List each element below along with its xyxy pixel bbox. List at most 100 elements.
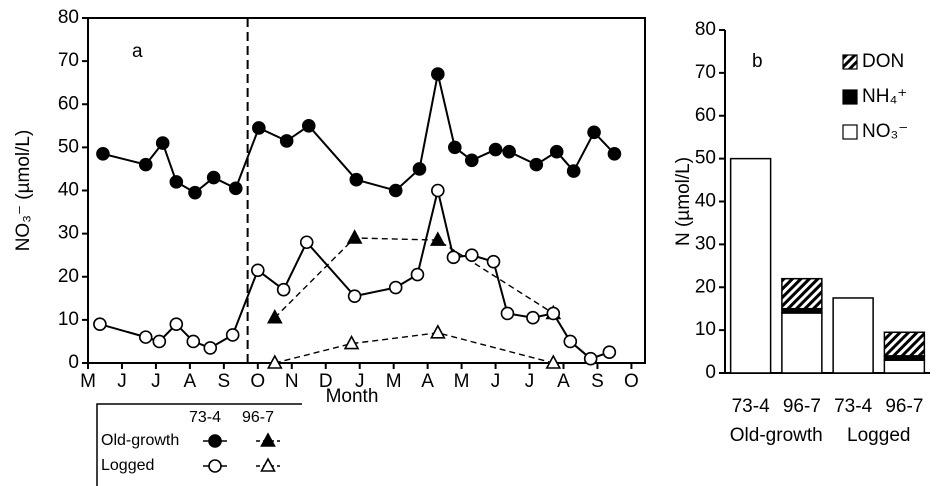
y-axis-label: N (µmol/L) [673,157,694,246]
data-point [276,282,291,297]
series-line [274,237,554,319]
bar-segment [832,297,874,374]
data-point [343,334,360,350]
legend-frame [96,403,302,486]
legend-column: 96-7 [242,409,274,426]
y-axis-label: NO₃⁻ (µmol/L) [13,130,34,252]
legend-label: DON [862,51,904,72]
y-tick-label: 40 [58,180,79,201]
data-point [502,144,516,159]
data-point [169,175,184,189]
y-tick-label: 40 [695,191,716,212]
data-point [529,157,544,172]
data-point [545,354,562,369]
bar-segment [781,312,823,374]
data-point [346,229,363,244]
data-point [138,157,153,172]
bar-segment [883,359,926,374]
data-point [186,334,201,349]
y-tick-label: 60 [695,105,716,126]
data-point [583,351,598,366]
data-point [388,280,403,295]
data-point [429,324,446,339]
series-line [99,190,610,360]
x-axis-label: Month [326,386,379,407]
data-point [155,136,170,150]
data-point [203,341,218,355]
x-tick-label: S [591,371,604,392]
legend-label: NO₃⁻ [862,121,908,142]
data-point [266,354,283,369]
bar-segment [729,157,772,374]
bar-segment [781,277,823,310]
data-point [228,181,243,196]
data-point [410,267,425,282]
legend-marker [208,459,222,473]
y-tick-label: 80 [695,19,716,40]
bar-segment [883,331,926,357]
panel-label: a [132,41,143,62]
data-point [266,309,283,324]
legend-swatch [842,124,858,140]
legend-marker [208,434,222,448]
data-point [388,183,403,198]
legend-label: NH₄⁺ [862,86,907,107]
data-point [349,172,364,187]
y-tick-label: 50 [695,148,716,169]
plot-frame [87,17,646,364]
x-tick-label: M [386,371,402,392]
x-tick-label: A [557,371,570,392]
data-point [412,162,427,176]
x-tick-label: J [525,371,535,392]
data-point [138,330,153,344]
data-point [431,183,445,198]
y-tick-label: 60 [58,93,79,114]
data-point [225,328,240,342]
data-point [488,142,503,157]
data-point [251,263,265,278]
y-tick-label: 10 [58,309,79,330]
y-tick-label: 20 [695,276,716,297]
data-point [152,334,167,349]
data-point [279,134,294,148]
y-tick-label: 0 [68,352,79,373]
x-tick-label: J [151,371,161,392]
data-point [607,147,622,161]
data-point [169,317,184,331]
y-tick-label: 10 [695,319,716,340]
data-point [347,289,362,303]
x-tick-label: A [184,371,197,392]
data-point [429,231,446,246]
y-tick-label: 30 [695,233,716,254]
y-tick-label: 70 [695,62,716,83]
data-point [486,254,501,269]
x-tick-label: O [624,371,639,392]
data-point [431,67,445,81]
legend-column: 73-4 [189,409,221,426]
data-point [206,170,221,185]
data-point [566,164,581,178]
x-tick-label: 96-7 [885,396,923,417]
legend-marker [260,432,276,447]
x-tick-label: D [319,371,333,392]
legend-marker [260,457,276,472]
x-tick-label: N [285,371,299,392]
data-point [549,144,564,159]
data-point [299,235,314,250]
group-label: Logged [847,425,910,446]
data-point [602,345,617,360]
data-point [500,306,515,321]
legend-swatch [842,89,858,105]
data-point [526,310,540,325]
data-point [546,306,561,321]
legend-row: Old-growth [101,432,179,449]
y-tick-label: 30 [58,223,79,244]
x-tick-label: M [80,371,96,392]
x-tick-label: J [117,371,127,392]
x-tick-label: 96-7 [783,396,821,417]
x-tick-label: S [218,371,231,392]
x-tick-label: M [454,371,470,392]
data-point [446,250,461,265]
y-tick-label: 0 [705,362,716,383]
